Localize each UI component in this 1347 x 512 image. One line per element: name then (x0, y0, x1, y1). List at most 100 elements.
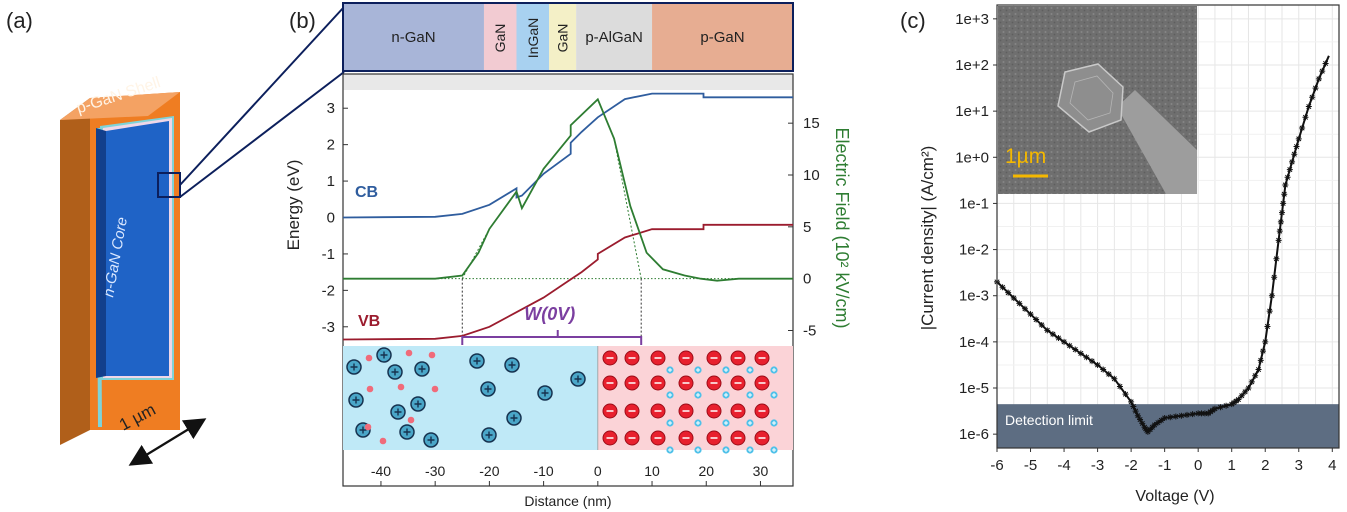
iv-point (1238, 392, 1245, 399)
iv-point (1291, 151, 1298, 158)
iv-point (1116, 383, 1123, 390)
hole-sign (696, 421, 700, 425)
iv-point (1280, 200, 1287, 207)
iv-point (1322, 60, 1329, 67)
layer-label: InGaN (525, 18, 541, 58)
detection-limit-label: Detection limit (1005, 412, 1093, 428)
iv-point (1211, 405, 1218, 412)
iv-point (1033, 316, 1040, 323)
series-electric-field (343, 97, 793, 282)
iv-point (1122, 391, 1129, 398)
panel-label-b: (b) (289, 8, 316, 33)
iv-point (1271, 274, 1278, 281)
iv-point (1223, 402, 1230, 409)
iv-point (1094, 361, 1101, 368)
depletion-label: W(0V) (524, 304, 575, 324)
b-y2tick-label: 0 (803, 271, 811, 288)
layer-segment (343, 3, 484, 71)
c-xtick-label: -2 (1124, 457, 1137, 474)
hole-sign (696, 368, 700, 372)
iv-point (1315, 75, 1322, 82)
iv-point (1312, 85, 1319, 92)
b-y2tick-label: 15 (803, 115, 820, 132)
iv-point (1305, 103, 1312, 110)
c-ylabel: |Current density| (A/cm²) (918, 146, 937, 331)
electron (379, 437, 387, 445)
hole-sign (668, 421, 672, 425)
electron (364, 423, 372, 431)
layer-label: p-AlGaN (585, 29, 643, 46)
donor-sign (418, 365, 426, 373)
hole-sign (748, 448, 752, 452)
hole-sign (724, 421, 728, 425)
layer-label: GaN (555, 24, 571, 53)
iv-point (1021, 305, 1028, 312)
iv-point (1248, 378, 1255, 385)
hole-sign (724, 393, 728, 397)
iv-point (1289, 158, 1296, 165)
iv-point (1044, 327, 1051, 334)
iv-point (1061, 338, 1068, 345)
donor-sign (484, 385, 492, 393)
c-xtick-label: 4 (1328, 457, 1336, 474)
iv-point (1293, 143, 1300, 150)
c-ytick-label: 1e+0 (955, 149, 989, 166)
iv-point (1198, 410, 1205, 417)
b-xtick-label: -40 (371, 463, 391, 479)
c-ytick-label: 1e-2 (959, 242, 989, 259)
hole-sign (772, 393, 776, 397)
hole-sign (772, 368, 776, 372)
b-xtick-label: -30 (425, 463, 445, 479)
donor-sign (574, 375, 582, 383)
iv-point (1147, 426, 1154, 433)
hole-sign (696, 393, 700, 397)
b-ytick-label: -1 (322, 246, 335, 263)
electron (397, 383, 405, 391)
band-diagram-plot: -40 -30 -20 -10 0 10 20 303210-1-2-3151050-5CBV… (322, 73, 820, 487)
detection-limit-band (997, 404, 1339, 448)
hole-sign (668, 393, 672, 397)
c-xtick-label: -1 (1158, 457, 1171, 474)
iv-point (1137, 416, 1144, 423)
iv-point (1066, 342, 1073, 349)
iv-point (1100, 366, 1107, 373)
iv-point (1302, 114, 1309, 121)
c-ytick-label: 1e-4 (959, 334, 989, 351)
b-xtick-label: 0 (594, 463, 602, 479)
inset-scale-label: 1µm (1005, 145, 1046, 168)
iv-point (1286, 166, 1293, 173)
b-xtick-label: 30 (753, 463, 769, 479)
iv-point (1167, 414, 1174, 421)
iv-point (1195, 410, 1202, 417)
iv-point (1284, 174, 1291, 181)
sem-hexagon-top (1069, 75, 1114, 121)
iv-curve-plot: Detection limit -6 -5 -4 -3 -2 -1 0 1 2 3 4 1e+3 1e+2… (955, 4, 1340, 474)
iv-point (1268, 292, 1275, 299)
iv-point (1184, 411, 1190, 418)
c-ytick-label: 1e-5 (959, 380, 989, 397)
donor-sign (427, 436, 435, 444)
c-xtick-label: -4 (1057, 457, 1070, 474)
iv-point (1295, 135, 1302, 142)
iv-point (1245, 385, 1252, 392)
iv-point (1189, 411, 1196, 418)
b-y2tick-label: 5 (803, 219, 811, 236)
iv-point (1130, 403, 1137, 410)
series-vb (342, 223, 793, 341)
iv-point (1252, 372, 1259, 379)
plot-b-topstrip (343, 74, 793, 90)
iv-point (1049, 331, 1056, 338)
hole-sign (724, 368, 728, 372)
iv-point (1010, 295, 1017, 302)
core-face (106, 121, 169, 376)
sem-hexagon (1057, 63, 1124, 133)
b-ytick-label: 3 (327, 100, 335, 117)
layer-label: p-GaN (700, 29, 744, 46)
shell-left-face (60, 98, 90, 445)
iv-point (1172, 413, 1179, 420)
iv-point (1144, 428, 1151, 435)
hole-sign (748, 421, 752, 425)
b-ytick-label: -3 (322, 319, 335, 336)
iv-point (1154, 419, 1161, 426)
panel-label-a: (a) (6, 8, 33, 33)
